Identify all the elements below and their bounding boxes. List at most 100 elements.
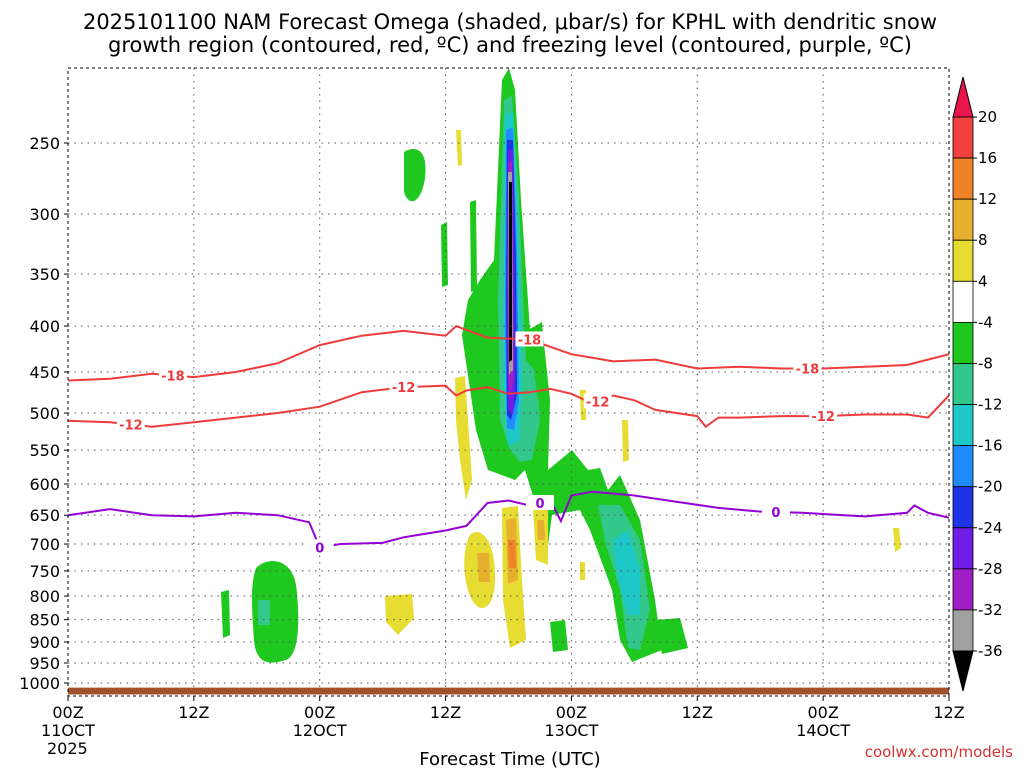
contour-label: 0 — [315, 541, 324, 556]
omega-contour — [893, 528, 901, 552]
contour-label: 0 — [771, 506, 780, 521]
y-tick-label: 600 — [29, 475, 60, 494]
colorbar-label: -20 — [978, 478, 1003, 496]
x-tick-label: 00Z — [52, 703, 83, 722]
y-tick-label: 850 — [29, 611, 60, 630]
x-tick-date: 14OCT — [796, 721, 850, 740]
colorbar-bin — [952, 198, 974, 241]
colorbar-label: 16 — [978, 149, 997, 167]
contour-label-bg — [158, 367, 187, 383]
contour-label: -18 — [796, 362, 820, 377]
y-tick-label: 550 — [29, 441, 60, 460]
contour-label-bg — [793, 360, 822, 376]
x-tick-date: 13OCT — [544, 721, 598, 740]
omega-contour — [252, 561, 299, 663]
colorbar-bin — [952, 445, 974, 488]
y-tick-label: 950 — [29, 654, 60, 673]
colorbar-bin — [952, 486, 974, 529]
omega-contour — [470, 200, 477, 292]
terrain-band — [68, 687, 949, 695]
colorbar-bottom-arrow — [952, 650, 974, 692]
omega-contour — [509, 182, 512, 362]
x-tick-label: 00Z — [807, 703, 838, 722]
contour-label-bg — [305, 539, 334, 555]
omega-contour — [258, 600, 270, 625]
y-tick-label: 900 — [29, 633, 60, 652]
omega-contour — [404, 149, 426, 202]
y-tick-label: 500 — [29, 404, 60, 423]
y-tick-label: 750 — [29, 562, 60, 581]
colorbar-label: -12 — [978, 396, 1003, 414]
y-tick-label: 800 — [29, 587, 60, 606]
colorbar-bin — [952, 404, 974, 447]
colorbar-bin — [952, 321, 974, 364]
contour-label-bg — [525, 495, 554, 511]
omega-contour — [441, 222, 448, 287]
grid — [68, 68, 949, 696]
omega-contour — [385, 594, 414, 635]
x-tick-label: 00Z — [304, 703, 335, 722]
chart-subtitle: growth region (contoured, red, ºC) and f… — [108, 33, 912, 57]
colorbar-label: -16 — [978, 437, 1003, 455]
omega-contour — [455, 376, 472, 500]
contour-label-bg — [116, 416, 145, 432]
colorbar-top-arrow — [952, 76, 974, 118]
x-tick-label: 00Z — [556, 703, 587, 722]
omega-contour — [622, 420, 629, 462]
isotherm-line — [68, 324, 949, 382]
x-tick-label: 12Z — [933, 703, 964, 722]
colorbar-label: -32 — [978, 601, 1003, 619]
colorbar-label: -36 — [978, 642, 1003, 660]
contour-label: 0 — [535, 497, 544, 512]
isotherm-contours: -18 -18 -18 -12 -12 -12 -12 0 0 0 — [68, 324, 949, 556]
contour-label-bg — [583, 393, 612, 409]
y-tick-label: 350 — [29, 265, 60, 284]
y-tick-label: 300 — [29, 205, 60, 224]
x-axis-label: Forecast Time (UTC) — [419, 749, 600, 768]
omega-contour — [613, 530, 640, 615]
colorbar-label: -4 — [978, 313, 993, 331]
x-tick-label: 12Z — [178, 703, 209, 722]
colorbar-bin — [952, 280, 974, 323]
colorbar-bin — [952, 239, 974, 282]
y-tick-label: 1000 — [19, 674, 60, 693]
contour-label: -18 — [518, 333, 542, 348]
x-tick-year: 2025 — [47, 739, 88, 758]
colorbar-bin — [952, 116, 974, 159]
contour-label-bg — [515, 331, 544, 347]
contour-label: -12 — [392, 381, 416, 396]
colorbar-bin — [952, 363, 974, 405]
colorbar-label: -24 — [978, 519, 1003, 537]
colorbar-label: 8 — [978, 231, 988, 249]
contour-label-bg — [761, 504, 790, 520]
y-tick-label: 250 — [29, 134, 60, 153]
contour-label: -12 — [119, 419, 143, 434]
x-tick-date: 12OCT — [293, 721, 347, 740]
colorbar-label: 4 — [978, 272, 988, 290]
y-tick-label: 700 — [29, 535, 60, 554]
contour-label: -12 — [586, 396, 610, 411]
y-tick-label: 400 — [29, 317, 60, 336]
x-tick-label: 12Z — [430, 703, 461, 722]
omega-contour — [655, 618, 688, 654]
colorbar-bin — [952, 568, 974, 611]
x-tick-label: 12Z — [682, 703, 713, 722]
omega-contour — [508, 540, 516, 568]
omega-contour — [456, 130, 462, 166]
omega-contour — [550, 620, 568, 652]
colorbar-label: 20 — [978, 108, 997, 126]
y-axis: 250 300 350 400 450 500 550 600 650 700 750 800 850 9… — [19, 134, 68, 693]
omega-contour — [537, 520, 545, 540]
contour-label-bg — [389, 379, 418, 395]
credit-text: coolwx.com/models — [865, 743, 1013, 761]
omega-contour — [477, 553, 490, 582]
colorbar-label: 12 — [978, 190, 997, 208]
y-tick-label: 650 — [29, 506, 60, 525]
colorbar-bin — [952, 157, 974, 200]
plot-frame — [67, 67, 950, 697]
chart-title: 2025101100 NAM Forecast Omega (shaded, μ… — [83, 10, 937, 34]
contour-label-bg — [809, 408, 838, 424]
isotherm-line — [68, 384, 949, 429]
